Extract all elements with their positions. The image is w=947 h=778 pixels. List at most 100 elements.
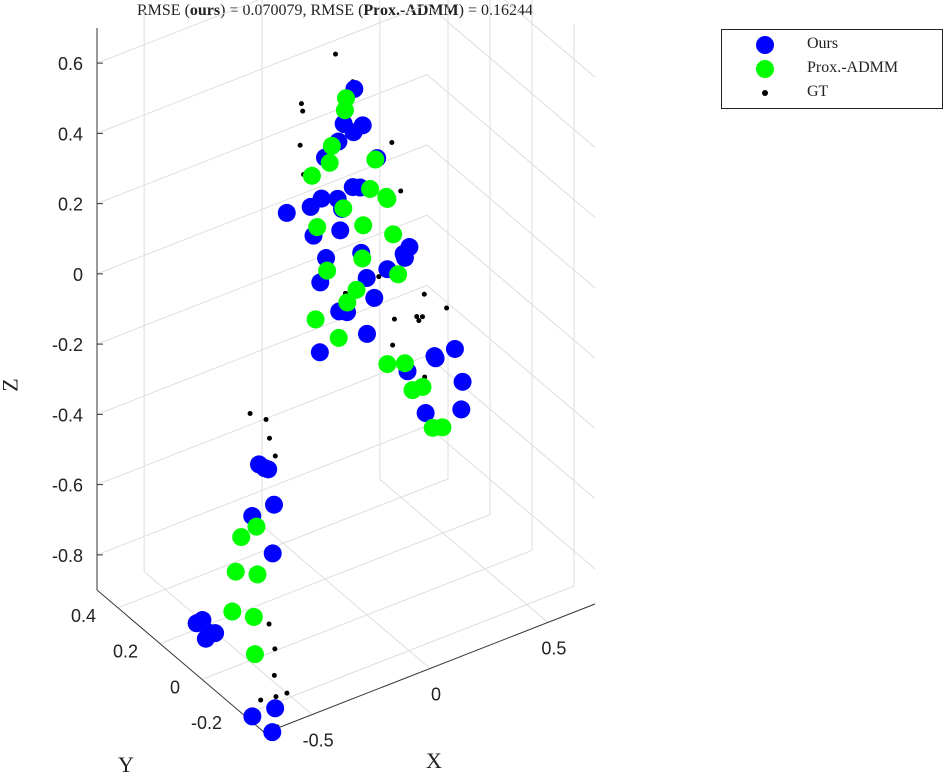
y-axis-line [96, 589, 266, 734]
gt-point [390, 342, 396, 348]
y-tick-label: 0 [170, 677, 180, 697]
gt-point [300, 108, 306, 114]
legend-label-prox-admm: Prox.-ADMM [807, 59, 899, 76]
prox-admm-point [318, 261, 337, 280]
tick-labels: -0.8 -0.6 -0.4 -0.2 0 0.2 0.4 0.6 -0.5 0 0.5 -0.2 0 0… [52, 54, 566, 750]
z-tick-label: -0.4 [52, 405, 83, 425]
ours-point [263, 544, 282, 563]
gt-point [263, 417, 269, 423]
x-tick-label: -0.5 [303, 731, 334, 751]
ours-point [445, 339, 464, 358]
grid-line [96, 214, 428, 345]
prox-admm-point [378, 355, 397, 374]
gt-point [391, 316, 397, 322]
x-axis-line [264, 603, 596, 734]
gt-point [272, 453, 278, 459]
grid-line [96, 425, 428, 556]
y-tick-label: 0.2 [113, 642, 138, 662]
prox-admm-point [403, 381, 422, 400]
ours-point [425, 347, 444, 366]
ours-point [416, 404, 435, 423]
gt-point [298, 101, 304, 107]
z-tick-label: 0.4 [58, 124, 83, 144]
grid-line [503, 0, 596, 78]
gt-point [414, 313, 420, 319]
grid-line [96, 74, 428, 205]
gt-point [398, 188, 404, 194]
ours-point [266, 699, 285, 718]
gt-point [421, 291, 427, 297]
z-tick-label: -0.8 [52, 546, 83, 566]
gt-point [271, 672, 277, 678]
prox-admm-point [366, 150, 385, 169]
ours-point [343, 178, 362, 197]
prox-admm-point [308, 218, 327, 237]
title-ours-bold: ours [189, 2, 221, 19]
gt-point [333, 51, 338, 57]
prox-admm-point [353, 249, 372, 268]
prox-admm-point [361, 179, 380, 198]
ours-point [250, 455, 268, 474]
prox-admm-point [247, 517, 266, 536]
grid-line [96, 355, 428, 486]
prox-admm-point [306, 310, 325, 329]
gt-point [247, 411, 253, 417]
legend-item-prox-admm: Prox.-ADMM [722, 58, 942, 80]
prox-admm-point [347, 280, 366, 299]
gt-point [420, 314, 425, 320]
ours-point [452, 400, 471, 419]
grid-line [261, 525, 431, 669]
prox-admm-point [395, 354, 414, 373]
grid-line [426, 144, 596, 289]
grid-line [426, 3, 596, 148]
x-tick-label: 0.5 [541, 638, 566, 658]
grid-line [159, 514, 491, 645]
prox-admm-point [223, 602, 242, 621]
grid-line [117, 478, 449, 609]
grid-line [426, 284, 596, 429]
z-tick-label: 0 [73, 265, 83, 285]
ours-point [312, 189, 331, 208]
gt-point [389, 140, 395, 146]
prox-admm-point [334, 199, 353, 218]
prox-admm-point [423, 418, 442, 437]
prox-admm-point [226, 562, 245, 581]
ours-point [206, 624, 225, 643]
z-tick-label: -0.6 [52, 476, 83, 496]
grid-line [96, 284, 428, 415]
prox-admm-point [248, 565, 267, 584]
gt-point [284, 690, 290, 696]
ours-point [263, 723, 282, 742]
ours-point [353, 116, 372, 135]
gt-point [272, 646, 278, 652]
grid-line [143, 571, 313, 715]
prox-admm-point [389, 265, 408, 284]
z-tick-label: 0.6 [58, 54, 83, 74]
legend-item-ours: Ours [722, 34, 942, 56]
gt-marker-icon [762, 90, 768, 96]
prox-admm-point [320, 153, 339, 172]
legend-label-ours: Ours [807, 35, 839, 52]
prox-admm-point [335, 101, 354, 120]
gt-point [297, 142, 303, 148]
grid-line [379, 479, 549, 623]
prox-admm-marker-icon [756, 60, 774, 78]
y-tick-label: -0.2 [191, 713, 222, 733]
gt-point [273, 694, 279, 700]
grid-line [426, 74, 596, 219]
legend: Ours Prox.-ADMM GT [721, 29, 943, 109]
prox-admm-point [322, 136, 341, 155]
legend-item-gt: GT [722, 82, 942, 104]
series-prox-admm [223, 89, 452, 664]
grid-line [426, 355, 596, 500]
x-axis-label: X [426, 748, 442, 773]
gt-point [258, 697, 264, 703]
prox-admm-point [377, 187, 396, 206]
ours-point [187, 614, 206, 633]
prox-admm-point [384, 225, 403, 244]
ours-point [357, 269, 376, 287]
prox-admm-point [232, 528, 251, 547]
gt-point [267, 435, 272, 441]
